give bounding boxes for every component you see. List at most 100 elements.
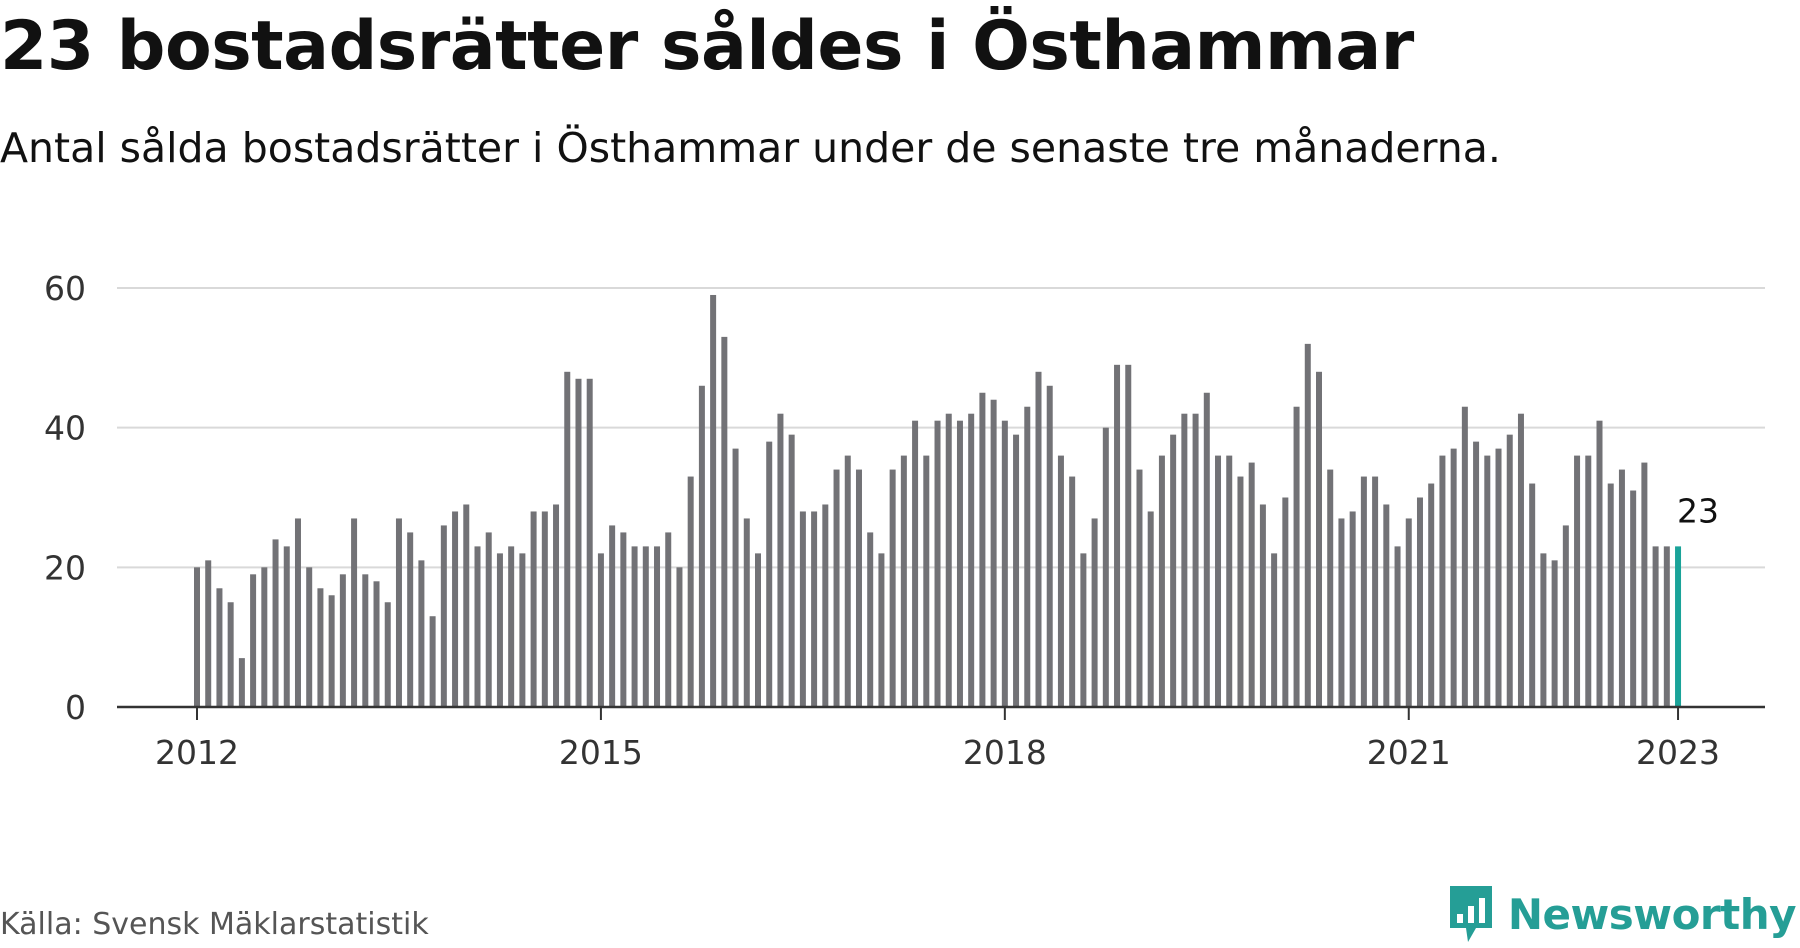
bar	[945, 413, 952, 707]
y-tick-label: 60	[44, 269, 86, 308]
bar	[631, 546, 638, 707]
bar	[227, 602, 234, 707]
source-note: Källa: Svensk Mäklarstatistik	[0, 907, 429, 942]
bar	[519, 553, 526, 707]
bar	[1170, 434, 1177, 707]
bar	[788, 434, 795, 707]
bar	[654, 546, 661, 707]
bar	[485, 532, 492, 707]
bar	[1203, 392, 1210, 707]
bar	[1114, 364, 1121, 707]
bar	[1338, 518, 1345, 707]
bar	[1316, 371, 1322, 707]
bar	[384, 602, 391, 707]
bar	[553, 504, 560, 707]
bar	[799, 511, 806, 707]
bar	[687, 476, 694, 707]
bar	[294, 518, 301, 707]
bar	[1596, 420, 1603, 707]
bar	[1562, 525, 1569, 707]
bar	[373, 581, 380, 707]
bar	[1293, 406, 1300, 707]
bar	[721, 336, 728, 707]
bar	[1158, 455, 1165, 707]
bar	[743, 518, 750, 707]
bar	[878, 553, 885, 707]
chart-title: 23 bostadsrätter såldes i Östhammar	[0, 7, 1414, 86]
bar	[732, 448, 739, 707]
bar	[923, 455, 930, 707]
y-tick-label: 40	[44, 409, 86, 448]
bar	[317, 588, 324, 707]
bar	[1394, 546, 1401, 707]
bar	[822, 504, 829, 707]
x-tick-label: 2023	[1636, 733, 1720, 772]
bar	[1574, 455, 1581, 707]
bar	[1282, 497, 1289, 707]
bar	[351, 518, 358, 707]
x-tick-label: 2021	[1367, 733, 1451, 772]
bar	[1495, 448, 1502, 707]
bar	[1551, 560, 1558, 707]
bar	[440, 525, 447, 707]
bar	[665, 532, 672, 707]
bar	[1327, 469, 1334, 707]
bar	[1416, 497, 1423, 707]
bar	[1360, 476, 1367, 707]
brand: Newsworthy	[1446, 884, 1797, 944]
newsworthy-logo-icon	[1449, 886, 1492, 942]
bar	[238, 658, 245, 707]
bar	[1271, 553, 1278, 707]
bar	[1080, 553, 1087, 707]
bar	[676, 567, 683, 707]
bar	[1102, 427, 1109, 707]
bar	[452, 511, 459, 707]
x-tick-label: 2012	[155, 733, 239, 772]
bar	[395, 518, 402, 707]
bar	[710, 294, 717, 707]
bar	[1428, 483, 1435, 707]
bar	[1136, 469, 1143, 707]
bar	[620, 532, 627, 707]
bar	[889, 469, 896, 707]
bar	[1450, 448, 1457, 707]
bar	[328, 595, 335, 707]
x-tick-label: 2018	[963, 733, 1047, 772]
bar	[811, 511, 818, 707]
bar	[1259, 504, 1266, 707]
bar-highlight	[1675, 546, 1682, 707]
bar	[979, 392, 986, 707]
bar	[339, 574, 346, 707]
bar	[194, 567, 200, 707]
bar	[1349, 511, 1356, 707]
bar	[1125, 364, 1132, 707]
bar	[1383, 504, 1390, 707]
bar	[1405, 518, 1412, 707]
bar	[1473, 441, 1480, 707]
bar	[362, 574, 369, 707]
bar	[934, 420, 941, 707]
bar	[496, 553, 503, 707]
bar	[418, 560, 425, 707]
bar	[1517, 413, 1524, 707]
bar	[586, 378, 593, 707]
bar	[698, 385, 705, 707]
bar	[1069, 476, 1076, 707]
bar	[1035, 371, 1042, 707]
bar	[1001, 420, 1008, 707]
bar	[216, 588, 223, 707]
bar	[1484, 455, 1491, 707]
bar	[1057, 455, 1064, 707]
bar	[463, 504, 470, 707]
bar	[755, 553, 761, 707]
brand-name: Newsworthy	[1507, 889, 1797, 939]
bar	[530, 511, 537, 707]
bar	[1585, 455, 1592, 707]
bar	[1091, 518, 1098, 707]
last-value-label: 23	[1677, 491, 1719, 530]
bar	[597, 553, 604, 707]
bar	[1372, 476, 1379, 707]
bar	[250, 574, 257, 707]
bar	[1024, 406, 1031, 707]
